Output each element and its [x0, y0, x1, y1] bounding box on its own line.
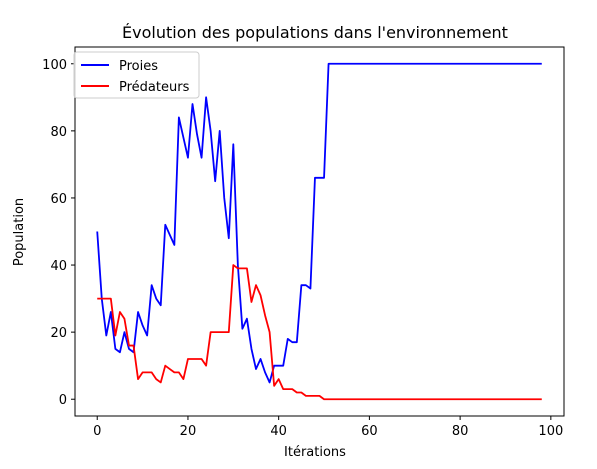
- y-tick-label: 20: [50, 326, 67, 341]
- plot-frame: [74, 46, 565, 417]
- legend-label-predateurs: Prédateurs: [119, 80, 190, 95]
- x-axis: 0 20 40 60 80 100: [93, 416, 563, 439]
- series-line-proies: [96, 62, 542, 384]
- x-tick-label: 100: [538, 424, 563, 439]
- y-tick-label: 80: [50, 125, 67, 140]
- y-tick-label: 0: [59, 393, 67, 408]
- legend: Proies Prédateurs: [73, 51, 200, 99]
- x-axis-label: Itérations: [284, 445, 346, 460]
- series-lines: [96, 62, 542, 401]
- y-tick-label: 100: [42, 58, 67, 73]
- x-tick-label: 20: [180, 424, 197, 439]
- x-tick-label: 80: [452, 424, 469, 439]
- y-tick-label: 40: [50, 259, 67, 274]
- legend-label-proies: Proies: [119, 59, 158, 74]
- y-tick-label: 60: [50, 192, 67, 207]
- x-tick-label: 40: [270, 424, 287, 439]
- y-axis: 0 20 40 60 80 100: [42, 58, 75, 408]
- x-tick-label: 60: [361, 424, 378, 439]
- x-tick-label: 0: [93, 424, 101, 439]
- series-line-predateurs: [97, 264, 542, 401]
- y-axis-label: Population: [12, 198, 27, 266]
- chart-title: Évolution des populations dans l'environ…: [122, 23, 508, 42]
